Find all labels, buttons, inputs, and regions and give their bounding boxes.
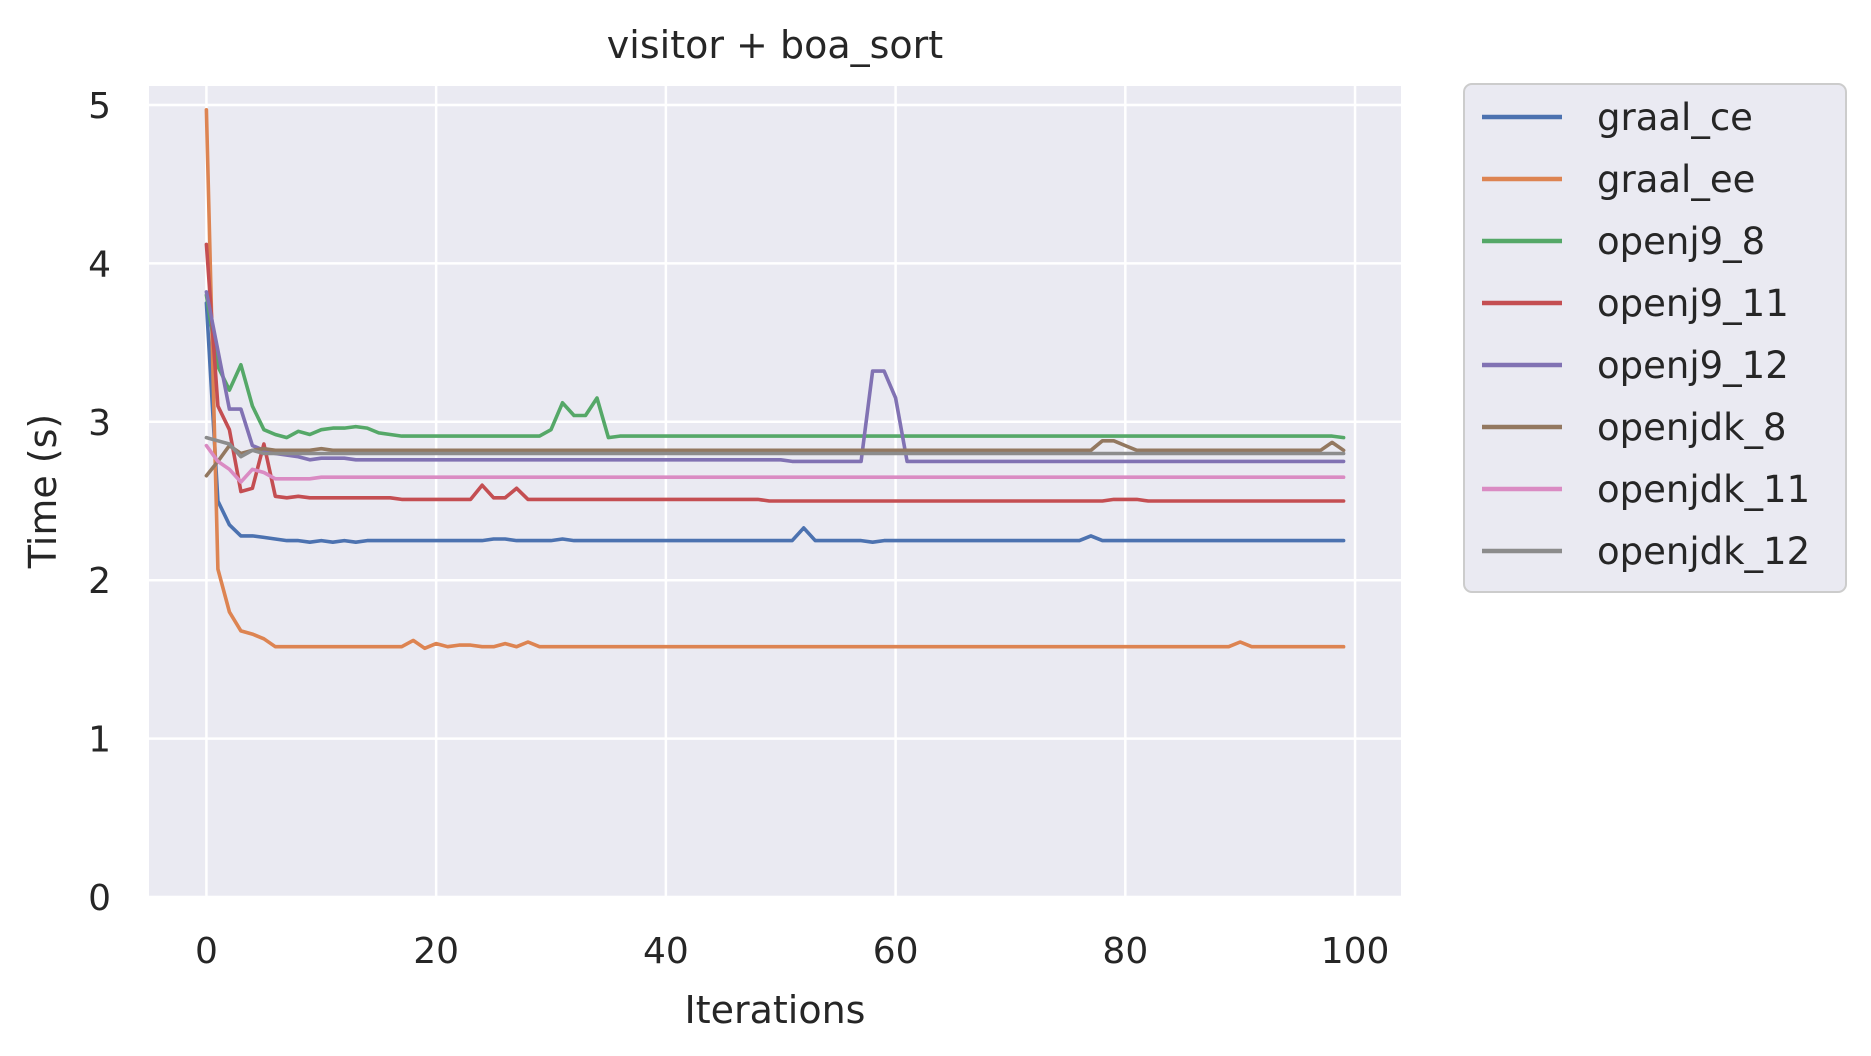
- series-openjdk_8: [204, 438, 1346, 478]
- legend-label: openjdk_8: [1597, 406, 1787, 449]
- legend-label: openj9_11: [1597, 282, 1789, 325]
- legend-box: [1463, 83, 1847, 593]
- legend-item-graal_ee: graal_ee: [1482, 158, 1755, 201]
- y-tick-label: 5: [88, 86, 111, 127]
- legend-label: graal_ce: [1597, 96, 1753, 139]
- series-graal_ce: [204, 301, 1346, 545]
- x-tick-label: 20: [413, 931, 459, 972]
- legend-label: openj9_8: [1597, 220, 1765, 263]
- chart-title: visitor + boa_sort: [607, 23, 943, 67]
- y-axis-label: Time (s): [21, 414, 65, 570]
- series-line-openj9_11: [204, 242, 1346, 503]
- legend-item-openj9_11: openj9_11: [1482, 282, 1789, 325]
- series-line-openj9_8: [204, 293, 1346, 440]
- y-tick-label: 1: [88, 720, 111, 761]
- y-tick-label: 0: [88, 878, 111, 919]
- legend-item-openj9_8: openj9_8: [1482, 220, 1765, 263]
- legend-item-graal_ce: graal_ce: [1482, 96, 1753, 139]
- series-line-openjdk_12: [204, 435, 1346, 459]
- legend-items: graal_ce graal_ee openj9_8 openj9_11 openj9_…: [1482, 96, 1810, 573]
- y-tick-label: 3: [88, 403, 111, 444]
- y-tick-labels: 0 1 2 3 4 5: [88, 86, 111, 919]
- legend-item-openjdk_8: openjdk_8: [1482, 406, 1787, 449]
- y-gridlines: [149, 103, 1401, 899]
- x-tick-label: 0: [195, 931, 218, 972]
- y-tick-label: 4: [88, 244, 111, 285]
- plot-background: [149, 86, 1401, 897]
- series-line-openjdk_11: [204, 443, 1346, 484]
- series-openj9_8: [204, 293, 1346, 440]
- series-openjdk_12: [204, 435, 1346, 459]
- legend-item-openj9_12: openj9_12: [1482, 344, 1789, 387]
- series-line-graal_ce: [204, 301, 1346, 545]
- legend-label: openj9_12: [1597, 344, 1789, 387]
- x-axis-label: Iterations: [685, 988, 866, 1032]
- y-tick-label: 2: [88, 561, 111, 602]
- x-tick-labels: 0 20 40 60 80 100: [195, 931, 1389, 972]
- series-openjdk_11: [204, 443, 1346, 484]
- legend: graal_ce graal_ee openj9_8 openj9_11 openj9_…: [1463, 83, 1847, 593]
- x-gridlines: [205, 86, 1357, 897]
- series-line-graal_ee: [204, 108, 1346, 651]
- series-openj9_12: [204, 290, 1346, 464]
- legend-label: openjdk_11: [1597, 468, 1810, 511]
- x-tick-label: 60: [873, 931, 919, 972]
- x-tick-label: 100: [1321, 931, 1390, 972]
- series-openj9_11: [204, 242, 1346, 503]
- x-tick-label: 40: [643, 931, 689, 972]
- legend-label: openjdk_12: [1597, 530, 1810, 573]
- series-layer: [204, 108, 1346, 651]
- series-graal_ee: [204, 108, 1346, 651]
- legend-item-openjdk_11: openjdk_11: [1482, 468, 1810, 511]
- series-line-openjdk_8: [204, 438, 1346, 478]
- series-line-openj9_12: [204, 290, 1346, 464]
- x-tick-label: 80: [1102, 931, 1148, 972]
- legend-label: graal_ee: [1597, 158, 1755, 201]
- legend-item-openjdk_12: openjdk_12: [1482, 530, 1810, 573]
